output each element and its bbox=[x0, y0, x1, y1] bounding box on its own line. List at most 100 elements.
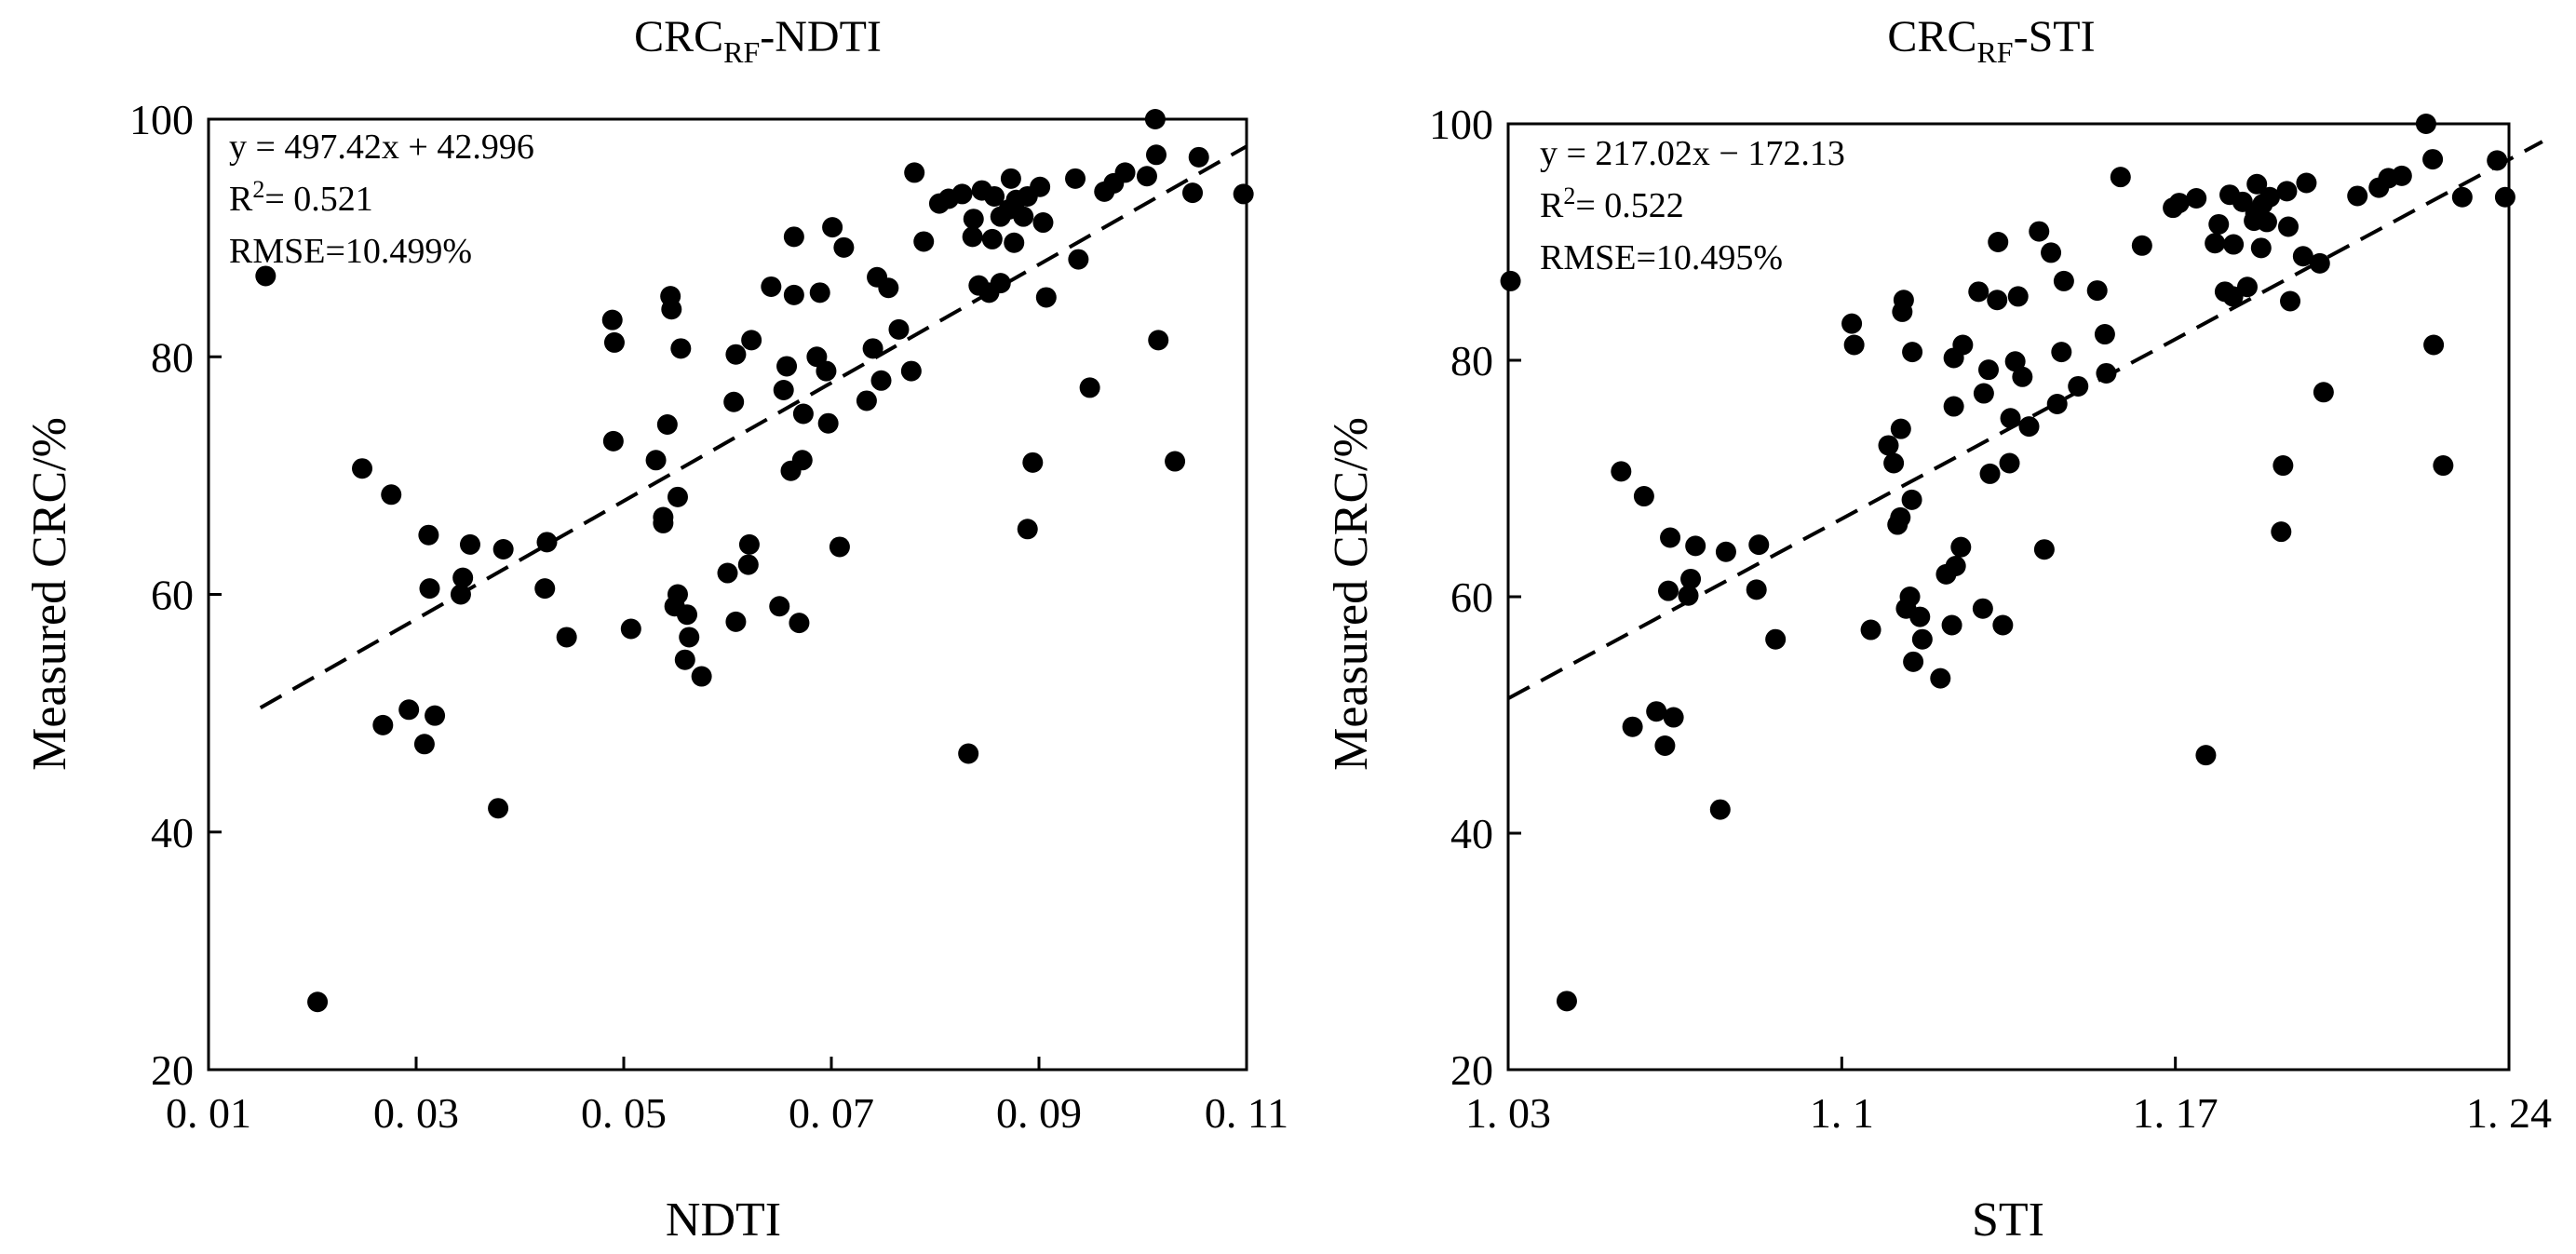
data-point bbox=[878, 277, 899, 299]
data-points bbox=[255, 109, 1254, 1013]
data-point bbox=[492, 539, 514, 560]
data-point bbox=[717, 562, 738, 584]
data-point bbox=[2018, 416, 2040, 438]
x-axis-label: STI bbox=[1972, 1193, 2044, 1247]
data-point bbox=[2347, 185, 2368, 207]
data-point bbox=[1114, 162, 1136, 183]
data-point bbox=[1032, 212, 1054, 234]
data-point bbox=[725, 344, 747, 365]
data-point bbox=[2131, 235, 2152, 256]
data-point bbox=[2046, 393, 2068, 414]
data-point bbox=[2415, 114, 2436, 134]
data-point bbox=[1013, 206, 1034, 227]
data-point bbox=[2195, 745, 2217, 766]
data-point bbox=[2041, 242, 2062, 263]
data-point bbox=[1022, 452, 1044, 473]
data-point bbox=[2236, 276, 2258, 298]
data-point bbox=[1611, 461, 1632, 482]
data-point bbox=[2273, 455, 2294, 477]
data-point bbox=[1715, 541, 1736, 562]
data-point bbox=[1890, 418, 1911, 439]
chart-title: CRCRF-NDTI bbox=[634, 12, 882, 69]
data-point bbox=[2007, 286, 2029, 307]
data-point bbox=[1663, 707, 1684, 728]
y-axis-label: Measured CRC/% bbox=[23, 417, 76, 771]
y-tick-label: 20 bbox=[1450, 1046, 1493, 1094]
data-point bbox=[667, 486, 688, 507]
x-tick-label: 1. 1 bbox=[1810, 1089, 1874, 1137]
x-tick-label: 0. 09 bbox=[996, 1089, 1082, 1137]
data-point bbox=[2246, 173, 2268, 195]
chart-sti: CRCRF-STI 20 40 60 80 100 1. 03 1. 1 1. 17 1. 24… bbox=[1325, 12, 2552, 1247]
data-point bbox=[656, 413, 678, 435]
data-point bbox=[2451, 186, 2473, 208]
data-point bbox=[1909, 606, 1931, 627]
data-point bbox=[1952, 334, 1974, 356]
y-tick-label: 80 bbox=[1450, 337, 1493, 384]
data-point bbox=[536, 532, 558, 553]
y-tick-label: 40 bbox=[151, 809, 194, 856]
data-point bbox=[2051, 342, 2072, 363]
data-point bbox=[981, 228, 1003, 249]
data-point bbox=[2000, 408, 2021, 429]
regression-line bbox=[259, 144, 1248, 710]
data-point bbox=[737, 554, 759, 575]
data-point bbox=[2205, 233, 2226, 254]
stats-annotation: y = 217.02x − 172.13 R2= 0.522 RMSE=10.4… bbox=[1540, 134, 1845, 277]
data-point bbox=[398, 699, 420, 721]
data-point bbox=[1680, 568, 1702, 589]
data-point bbox=[1144, 109, 1166, 129]
stats-annotation: y = 497.42x + 42.996 R2= 0.521 RMSE=10.4… bbox=[229, 128, 534, 271]
data-point bbox=[307, 991, 329, 1013]
data-point bbox=[2494, 186, 2515, 208]
data-point bbox=[1148, 330, 1169, 351]
data-point bbox=[1902, 342, 1923, 363]
data-point bbox=[2313, 382, 2334, 403]
data-point bbox=[1978, 359, 1999, 381]
data-point bbox=[601, 309, 623, 330]
data-point bbox=[1079, 377, 1100, 398]
data-point bbox=[817, 412, 839, 434]
y-tick-label: 60 bbox=[151, 572, 194, 619]
data-point bbox=[829, 536, 850, 558]
data-point bbox=[2391, 165, 2412, 186]
data-point bbox=[620, 618, 641, 640]
data-point bbox=[822, 217, 843, 238]
r-squared: R2= 0.522 bbox=[1540, 182, 1684, 225]
data-point bbox=[2223, 234, 2245, 255]
data-point bbox=[2276, 181, 2298, 202]
chart-ndti: CRCRF-NDTI 20 40 60 80 100 0. 01 0. 03 0. 05 0. … bbox=[23, 12, 1288, 1247]
x-tick-label: 1. 17 bbox=[2133, 1089, 2219, 1137]
data-point bbox=[776, 356, 798, 377]
data-point bbox=[1622, 716, 1643, 737]
data-point bbox=[2423, 334, 2445, 356]
data-point bbox=[1660, 527, 1681, 548]
data-point bbox=[2053, 270, 2074, 291]
data-point bbox=[1901, 489, 1922, 510]
data-point bbox=[452, 567, 474, 588]
data-point bbox=[741, 330, 762, 351]
data-point bbox=[738, 533, 760, 555]
data-point bbox=[1633, 486, 1654, 507]
data-point bbox=[679, 627, 700, 648]
data-point bbox=[381, 484, 402, 506]
data-point bbox=[660, 286, 681, 307]
axis-ticks: 20 40 60 80 100 1. 03 1. 1 1. 17 1. 24 bbox=[1429, 101, 2552, 1137]
data-point bbox=[809, 282, 830, 303]
x-tick-label: 0. 11 bbox=[1205, 1089, 1288, 1137]
data-point bbox=[1943, 396, 1964, 417]
data-point bbox=[670, 338, 692, 359]
data-point bbox=[1973, 383, 1994, 404]
regression-equation: y = 497.42x + 42.996 bbox=[229, 128, 534, 167]
data-point bbox=[1678, 585, 1699, 606]
data-point bbox=[791, 450, 813, 471]
data-point bbox=[2277, 216, 2299, 237]
data-point bbox=[418, 524, 439, 546]
data-point bbox=[2271, 521, 2292, 543]
data-point bbox=[1972, 598, 1993, 619]
data-point bbox=[1004, 232, 1025, 253]
data-point bbox=[450, 584, 471, 605]
data-point bbox=[372, 714, 394, 735]
data-point bbox=[900, 360, 922, 382]
